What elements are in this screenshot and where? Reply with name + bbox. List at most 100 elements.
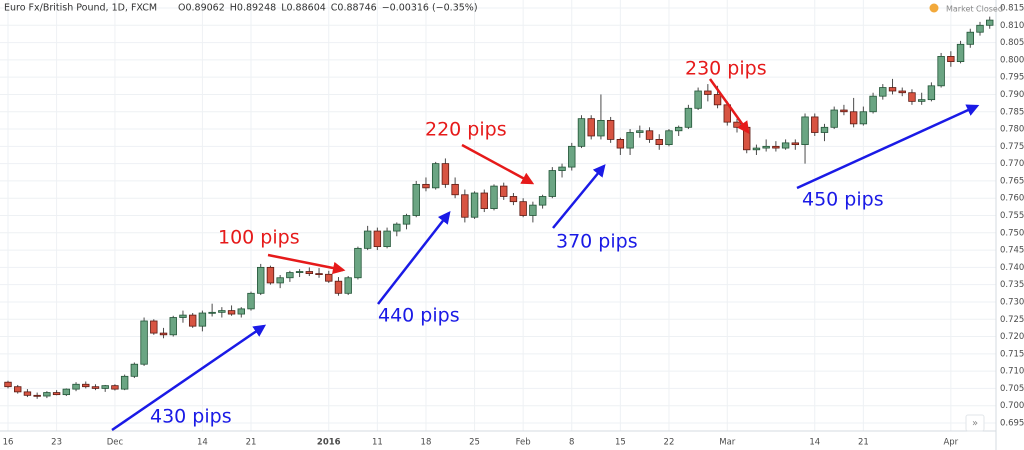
candle-body [43,392,51,397]
candle-body [218,310,226,313]
x-tick-label: 8 [569,438,574,448]
candle-body [509,196,518,203]
candle-body [966,31,974,45]
candle-body [159,332,168,336]
annotation-arrow [708,78,750,135]
y-tick-label: 0.79500 [1000,73,1024,83]
annotation: 100 pips [218,227,300,249]
annotation-arrow [796,104,980,190]
candle-body [111,385,119,390]
annotation: 370 pips [556,231,638,253]
y-tick-label: 0.80000 [1000,55,1024,65]
candle-body [956,43,965,63]
candle-body [898,90,906,94]
candle-body [781,142,790,149]
candle-body [198,312,207,327]
annotation: 430 pips [150,406,232,428]
candle-body [82,383,90,388]
candle-body [859,111,868,125]
candle-body [713,94,722,106]
y-tick-label: 0.80500 [1000,38,1024,48]
candle-body [295,271,304,273]
candle-body [840,109,848,113]
annotation: 230 pips [685,58,767,80]
candle-body [33,394,41,397]
candle-body [373,230,382,248]
candle-body [441,163,450,185]
candle-body [120,375,129,390]
y-tick-label: 0.73000 [1000,297,1024,307]
quote-value: C0.88746 [331,3,377,14]
candle-body [917,99,926,102]
candle-body [237,308,245,315]
candle-body [500,185,508,197]
candle-body [820,126,829,133]
market-status: Market Closed [946,5,1003,14]
x-tick-label: 16 [3,438,14,448]
candle-body [480,192,488,209]
candle-body [227,310,236,315]
candle-body [645,130,654,140]
quote-value: H0.89248 [230,3,276,14]
annotation-arrow [267,253,346,275]
annotation-arrow [111,324,267,432]
candle-body [52,392,61,396]
candle-body [422,183,430,189]
candle-body [276,277,284,284]
quote-value: O0.89062 [178,3,225,14]
candle-body [927,85,936,101]
x-tick-label: Mar [719,438,736,448]
scroll-button[interactable] [965,414,985,432]
y-tick-label: 0.79000 [1000,90,1024,100]
candle-body [208,311,216,314]
candle-body [140,320,148,365]
annotation-arrow [552,164,606,229]
y-tick-label: 0.74500 [1000,246,1024,256]
x-tick-label: 21 [246,438,257,448]
candle-body [431,163,440,189]
scroll-icon[interactable]: » [972,418,978,429]
candle-body [538,196,547,206]
y-tick-label: 0.73500 [1000,280,1024,290]
candle-body [461,194,469,218]
candle-body [772,145,780,149]
candle-body [908,92,916,102]
candle-body [402,215,411,225]
candle-body [762,145,770,149]
candle-body [4,381,12,388]
symbol: Euro Fx/British Pound, 1D, FXCM [4,3,157,14]
x-tick-label: 11 [372,438,383,448]
x-tick-label: 18 [421,438,432,448]
candle-body [577,118,586,147]
candle-body [62,388,71,396]
candle-body [830,109,838,128]
y-tick-label: 0.70000 [1000,401,1024,411]
y-tick-label: 0.69500 [1000,419,1024,429]
candle-body [616,139,625,149]
candle-body [597,119,605,137]
y-tick-label: 0.81500 [1000,4,1024,14]
candle-body [548,170,557,197]
y-tick-label: 0.71500 [1000,349,1024,359]
candle-body [665,130,673,146]
candle-body [587,118,595,137]
candle-body [558,166,566,171]
y-tick-label: 0.75500 [1000,211,1024,221]
candle-body [733,121,741,128]
x-tick-label: 14 [809,438,820,448]
candle-body [490,185,498,209]
candle-body [986,19,994,26]
candle-body [655,139,663,146]
y-tick-label: 0.77000 [1000,159,1024,169]
candle-body [704,90,712,95]
candle-body [23,391,32,396]
candle-body [674,126,683,132]
candle-body [130,363,139,377]
candle-body [383,230,391,248]
x-tick-label: 14 [197,438,208,448]
candle-body [363,230,372,249]
x-tick-label: Dec [107,438,124,448]
candle-body [606,119,615,140]
candle-body [529,204,537,216]
